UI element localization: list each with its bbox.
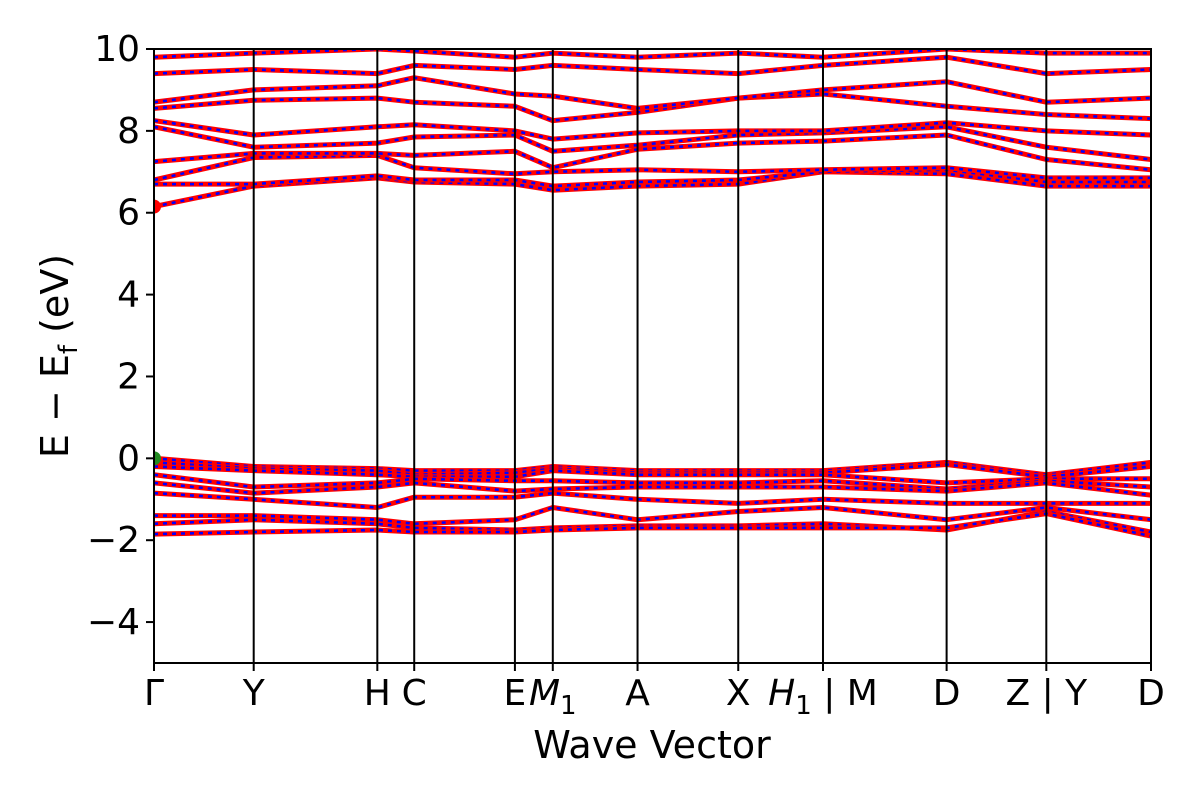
- x-tick-label-2: H: [364, 673, 391, 714]
- plot-frame: [153, 48, 1152, 664]
- y-tick-label-0: −4: [87, 602, 140, 643]
- y-tick-label-1: −2: [87, 520, 140, 561]
- y-tick-label-6: 8: [117, 111, 140, 152]
- valence-band-7-line-dotted: [154, 506, 1151, 526]
- valence-band-3-line-dotted: [154, 465, 1151, 485]
- y-tick-label-5: 6: [117, 193, 140, 234]
- conduction-band-9-line-dotted: [154, 55, 1151, 75]
- y-axis: −4 −2 0 2 4 6 8 10: [87, 29, 154, 643]
- x-tick-label-9: D: [933, 673, 961, 714]
- x-axis: Γ Y H C E M1 A X H1 | M D Z | Y D: [144, 663, 1165, 721]
- kpoint-separators: [252, 49, 1048, 663]
- x-tick-label-5: M1: [529, 673, 577, 721]
- conduction-band-9-line: [154, 54, 1151, 77]
- y-tick-label-2: 0: [117, 438, 140, 479]
- x-tick-label-7: X: [726, 673, 751, 714]
- plot-area: [154, 49, 1151, 539]
- x-tick-label-10: Z | Y: [1005, 673, 1088, 714]
- band-edge-marker-1: [154, 199, 161, 214]
- valence-band-6-line: [154, 490, 1151, 510]
- conduction-band-6-line-dotted: [154, 119, 1151, 141]
- conduction-band-7-line-dotted: [154, 92, 1151, 122]
- conduction-band-5-line: [154, 124, 1151, 162]
- y-axis-title: E − Ef (eV): [33, 254, 84, 458]
- x-tick-label-6: A: [625, 673, 650, 714]
- conduction-band-8-line: [154, 75, 1151, 111]
- x-axis-title: Wave Vector: [533, 723, 771, 767]
- y-axis-title-text: E − Ef (eV): [33, 254, 84, 458]
- valence-band-6-line-dotted: [154, 491, 1151, 509]
- y-tick-label-4: 4: [117, 275, 140, 316]
- conduction-band-4-line: [154, 132, 1151, 173]
- x-tick-label-1: Y: [242, 673, 266, 714]
- conduction-band-1-line-dotted: [154, 170, 1151, 208]
- x-tick-label-11: D: [1137, 673, 1165, 714]
- axes-frame: [153, 48, 1152, 664]
- x-tick-label-4: E: [504, 673, 527, 714]
- valence-band-9-line-dotted: [154, 512, 1151, 538]
- x-tick-label-0: Γ: [144, 673, 164, 714]
- x-tick-label-3: C: [402, 673, 427, 714]
- conduction-band-8-line-dotted: [154, 76, 1151, 110]
- band-edge-marker-2: [154, 451, 161, 466]
- valence-band-5-line-dotted: [154, 481, 1151, 497]
- y-tick-label-7: 10: [94, 29, 140, 70]
- y-tick-label-3: 2: [117, 356, 140, 397]
- x-tick-label-8: H1 | M: [768, 673, 878, 721]
